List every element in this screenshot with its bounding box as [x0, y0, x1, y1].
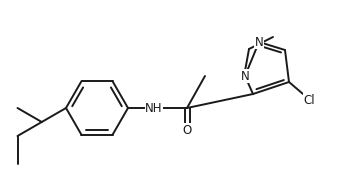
- Text: NH: NH: [145, 101, 163, 114]
- Text: O: O: [182, 124, 192, 137]
- Text: N: N: [255, 36, 263, 48]
- Text: N: N: [240, 69, 250, 82]
- Text: Cl: Cl: [303, 94, 315, 107]
